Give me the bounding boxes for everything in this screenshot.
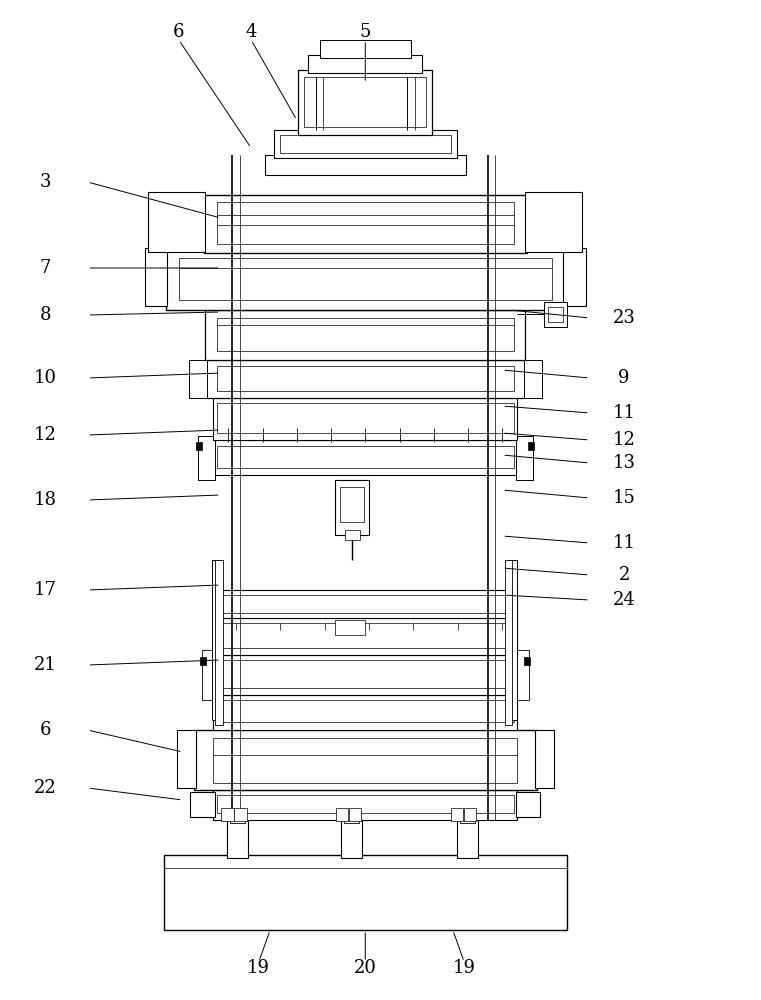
Text: 20: 20	[354, 959, 377, 977]
Bar	[320, 40, 411, 58]
Text: 18: 18	[34, 491, 57, 509]
Bar	[345, 530, 360, 540]
Text: 13: 13	[613, 454, 635, 472]
Bar	[190, 792, 215, 817]
Bar	[179, 258, 552, 300]
Bar	[457, 820, 478, 858]
Bar	[341, 820, 362, 858]
Bar	[196, 442, 202, 450]
Text: 11: 11	[613, 404, 635, 422]
Bar	[516, 792, 540, 817]
Bar	[217, 202, 514, 244]
Text: 23: 23	[613, 309, 635, 327]
Bar	[515, 650, 529, 700]
Bar	[528, 442, 534, 450]
Bar	[213, 695, 517, 730]
Bar	[563, 248, 586, 306]
Bar	[166, 250, 565, 310]
Bar	[217, 795, 514, 813]
Text: 21: 21	[34, 656, 57, 674]
Bar	[544, 302, 567, 327]
Text: 5: 5	[360, 23, 371, 41]
Bar	[451, 808, 463, 821]
Bar	[516, 436, 533, 480]
Bar	[460, 815, 475, 823]
Bar	[205, 310, 525, 360]
Bar	[200, 657, 206, 665]
Text: 2: 2	[619, 566, 629, 584]
Text: 10: 10	[34, 369, 57, 387]
Bar	[213, 590, 517, 618]
Bar	[217, 366, 514, 391]
Bar	[298, 70, 432, 135]
Bar	[524, 360, 542, 398]
Bar	[548, 307, 563, 322]
Bar	[217, 595, 514, 613]
Bar	[177, 730, 196, 788]
Bar	[508, 560, 517, 720]
Bar	[213, 790, 517, 820]
Bar	[164, 855, 567, 930]
Bar	[213, 440, 517, 475]
Bar	[464, 808, 476, 821]
Bar	[148, 192, 205, 252]
Text: 19: 19	[453, 959, 476, 977]
Bar	[217, 660, 514, 688]
Bar	[344, 815, 359, 823]
Bar	[213, 738, 517, 783]
Text: 9: 9	[618, 369, 630, 387]
Text: 19: 19	[247, 959, 270, 977]
Text: 22: 22	[34, 779, 57, 797]
Text: 8: 8	[40, 306, 52, 324]
Bar	[204, 195, 527, 253]
Bar	[505, 560, 512, 725]
Bar	[535, 730, 554, 788]
Bar	[340, 487, 364, 522]
Bar	[524, 657, 530, 665]
Text: 4: 4	[246, 23, 256, 41]
Bar	[194, 730, 537, 790]
Text: 17: 17	[34, 581, 57, 599]
Bar	[145, 248, 167, 306]
Bar	[198, 436, 215, 480]
Bar	[202, 650, 215, 700]
Bar	[217, 700, 514, 722]
Bar	[274, 130, 457, 158]
Text: 6: 6	[173, 23, 185, 41]
Bar	[234, 808, 247, 821]
Text: 7: 7	[40, 259, 51, 277]
Bar	[213, 618, 517, 655]
Bar	[335, 620, 365, 635]
Text: 3: 3	[40, 173, 52, 191]
Bar	[217, 403, 514, 433]
Text: 11: 11	[613, 534, 635, 552]
Bar	[189, 360, 207, 398]
Bar	[280, 135, 451, 153]
Text: 12: 12	[613, 431, 635, 449]
Bar	[217, 623, 514, 648]
Bar	[213, 655, 517, 695]
Text: 12: 12	[34, 426, 57, 444]
Bar	[205, 360, 525, 398]
Bar	[230, 815, 245, 823]
Bar	[265, 155, 466, 175]
Bar	[217, 446, 514, 468]
Bar	[227, 820, 248, 858]
Bar	[335, 480, 369, 535]
Text: 15: 15	[613, 489, 635, 507]
Bar	[217, 318, 514, 351]
Bar	[212, 560, 221, 720]
Bar	[525, 192, 582, 252]
Text: 24: 24	[613, 591, 635, 609]
Bar	[349, 808, 361, 821]
Bar	[215, 560, 223, 725]
Bar	[308, 55, 422, 73]
Bar	[304, 77, 426, 127]
Bar	[336, 808, 348, 821]
Text: 6: 6	[40, 721, 52, 739]
Bar	[221, 808, 234, 821]
Bar	[213, 398, 517, 440]
